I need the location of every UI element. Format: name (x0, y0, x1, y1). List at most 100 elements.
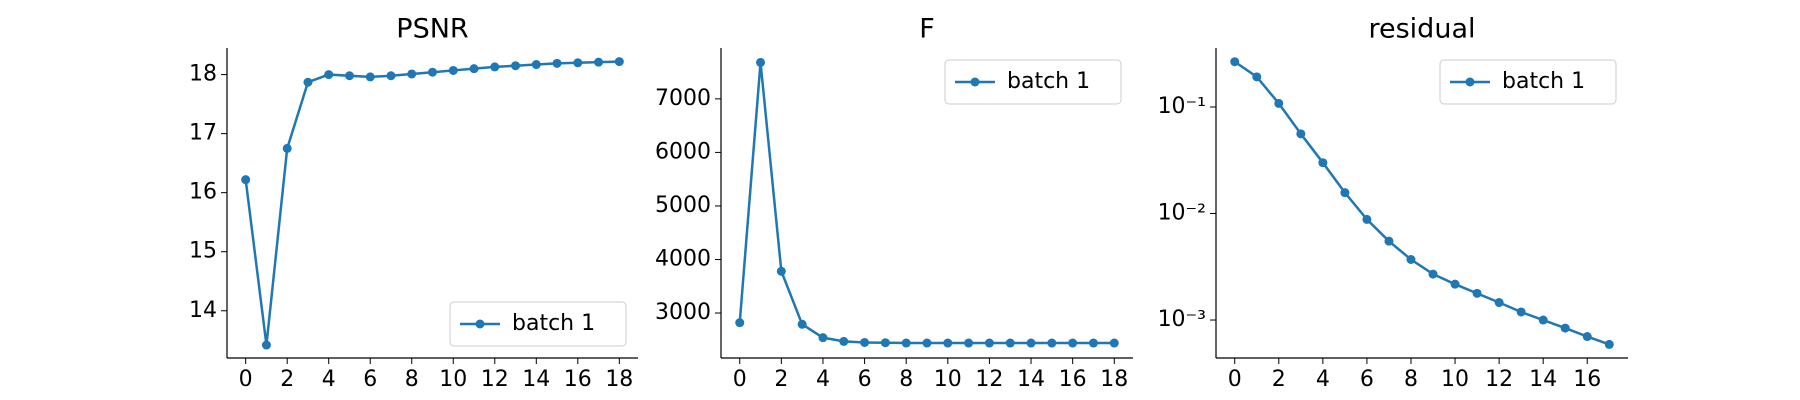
legend-label: batch 1 (512, 311, 595, 336)
point (469, 64, 479, 74)
point (1005, 338, 1015, 348)
point (365, 72, 375, 82)
point (1472, 288, 1482, 298)
point (531, 60, 541, 70)
x-tick-label: 0 (239, 367, 253, 392)
y-tick-label: 6000 (655, 139, 711, 164)
point (511, 61, 521, 71)
point (407, 69, 417, 79)
chart-title: PSNR (396, 14, 468, 45)
point (735, 318, 745, 328)
x-tick-label: 12 (481, 367, 509, 392)
point (324, 70, 334, 80)
point (860, 337, 870, 347)
point (1450, 279, 1460, 289)
point (552, 58, 562, 68)
point (1494, 298, 1504, 308)
point (1068, 338, 1078, 348)
point (490, 62, 500, 72)
chart-title: F (919, 14, 935, 45)
x-tick-label: 12 (1485, 367, 1513, 392)
y-tick-label: 4000 (655, 246, 711, 271)
point (901, 338, 911, 348)
x-tick-label: 8 (899, 367, 913, 392)
x-tick-label: 2 (280, 367, 294, 392)
point (573, 58, 583, 68)
x-tick-label: 6 (1360, 367, 1374, 392)
point (756, 57, 766, 67)
point (984, 338, 994, 348)
x-tick-label: 10 (934, 367, 962, 392)
x-tick-label: 10 (439, 367, 467, 392)
x-tick-label: 4 (1316, 367, 1330, 392)
x-tick-label: 16 (1059, 367, 1087, 392)
point (1318, 158, 1328, 168)
x-tick-label: 6 (858, 367, 872, 392)
y-tick-label: 14 (189, 298, 217, 323)
point (1274, 98, 1284, 108)
y-tick-label: 10⁻³ (1158, 307, 1206, 332)
point (1252, 72, 1262, 82)
x-tick-label: 16 (564, 367, 592, 392)
legend-marker (1465, 77, 1475, 87)
legend-box (1439, 59, 1617, 105)
point (1296, 129, 1306, 139)
point (428, 67, 437, 77)
point (282, 143, 292, 153)
legend-box (944, 59, 1122, 105)
y-tick-label: 10⁻² (1158, 201, 1206, 226)
point (1026, 338, 1036, 348)
point (1340, 188, 1350, 198)
x-tick-label: 18 (1100, 367, 1128, 392)
y-tick-label: 10⁻¹ (1158, 94, 1206, 119)
y-tick-label: 18 (189, 62, 217, 87)
x-tick-label: 0 (1228, 367, 1242, 392)
x-tick-label: 14 (1017, 367, 1045, 392)
legend-box (449, 301, 627, 347)
legend-label: batch 1 (1502, 69, 1585, 94)
x-tick-label: 8 (405, 367, 419, 392)
point (1109, 338, 1119, 348)
chart-title: residual (1369, 14, 1476, 45)
point (261, 340, 271, 350)
point (818, 333, 828, 343)
point (1538, 315, 1548, 325)
x-tick-label: 0 (733, 367, 747, 392)
point (797, 319, 807, 329)
point (943, 338, 953, 348)
point (922, 338, 932, 348)
point (880, 338, 890, 348)
point (1047, 338, 1057, 348)
point (614, 57, 624, 67)
x-tick-label: 4 (816, 367, 830, 392)
legend-label: batch 1 (1007, 69, 1090, 94)
x-tick-label: 16 (1573, 367, 1601, 392)
x-tick-label: 12 (975, 367, 1003, 392)
point (594, 57, 604, 67)
legend-marker (475, 319, 485, 329)
point (1604, 339, 1614, 349)
point (1230, 57, 1240, 67)
x-tick-label: 2 (1272, 367, 1286, 392)
point (1362, 214, 1372, 224)
point (1560, 323, 1570, 333)
point (1406, 255, 1416, 265)
point (386, 71, 396, 81)
y-tick-label: 7000 (655, 86, 711, 111)
y-tick-label: 15 (189, 239, 217, 264)
line (738, 62, 1115, 345)
point (839, 336, 849, 346)
x-tick-label: 14 (1529, 367, 1557, 392)
y-tick-label: 3000 (655, 300, 711, 325)
x-tick-label: 2 (774, 367, 788, 392)
point (1516, 307, 1526, 317)
point (776, 266, 786, 276)
y-tick-label: 16 (189, 180, 217, 205)
point (1428, 269, 1438, 279)
x-tick-label: 8 (1404, 367, 1418, 392)
x-tick-label: 18 (605, 367, 633, 392)
point (241, 175, 251, 185)
x-tick-label: 14 (522, 367, 550, 392)
point (303, 77, 313, 87)
